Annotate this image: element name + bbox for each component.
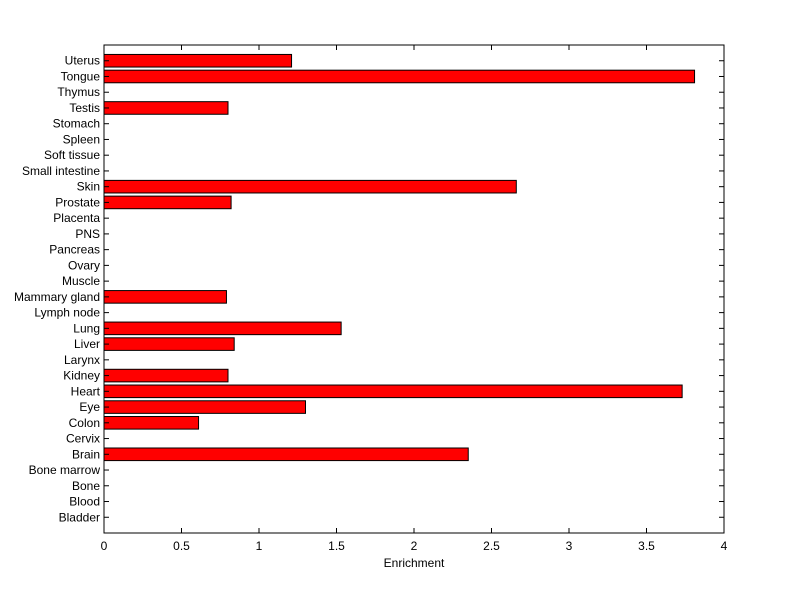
bar-brain: [103, 447, 469, 462]
category-label: Placenta: [53, 211, 100, 225]
category-label: Brain: [72, 447, 100, 461]
category-label: Soft tissue: [44, 148, 100, 162]
category-label: Heart: [71, 384, 101, 398]
category-label: Colon: [69, 416, 100, 430]
category-label: Skin: [77, 180, 100, 194]
category-label: Bone marrow: [29, 463, 101, 477]
category-label: Kidney: [63, 369, 100, 383]
x-tick-label: 0.5: [173, 539, 190, 553]
bar-prostate: [103, 195, 232, 210]
bar-tongue: [103, 69, 696, 84]
category-label: PNS: [75, 227, 100, 241]
bar-mammary-gland: [103, 290, 227, 304]
category-label: Tongue: [61, 69, 101, 83]
category-label: Stomach: [53, 117, 100, 131]
x-tick-label: 2: [411, 539, 418, 553]
bar-heart: [103, 384, 683, 399]
x-tick-labels: 0 0.5 1 1.5 2 2.5 3 3.5 4: [101, 539, 728, 553]
bar-eye: [103, 400, 306, 414]
x-axis-label: Enrichment: [384, 556, 445, 570]
category-label: Pancreas: [49, 243, 100, 257]
x-tick-label: 4: [721, 539, 728, 553]
x-tick-label: 0: [101, 539, 108, 553]
category-label: Larynx: [64, 353, 100, 367]
bar-kidney: [103, 368, 229, 383]
x-tick-label: 3: [566, 539, 573, 553]
category-label: Spleen: [63, 132, 100, 146]
bar-skin: [103, 179, 517, 194]
category-label: Thymus: [57, 85, 100, 99]
category-label: Uterus: [65, 54, 100, 68]
category-label: Muscle: [62, 274, 100, 288]
x-tick-label: 1: [256, 539, 263, 553]
category-label: Mammary gland: [14, 290, 100, 304]
bar-lung: [103, 321, 342, 336]
category-label: Liver: [74, 337, 100, 351]
category-label: Small intestine: [22, 164, 100, 178]
category-label: Bone: [72, 479, 100, 493]
category-label: Prostate: [55, 195, 100, 209]
bar-testis: [103, 101, 229, 115]
category-label: Testis: [69, 101, 100, 115]
bar-colon: [103, 416, 200, 430]
x-tick-label: 1.5: [328, 539, 345, 553]
plot-frame: [103, 44, 725, 534]
category-label: Cervix: [66, 432, 100, 446]
category-label: Bladder: [59, 510, 100, 524]
category-label: Blood: [69, 495, 100, 509]
bar-uterus: [103, 53, 293, 68]
category-label: Ovary: [68, 258, 100, 272]
bar-liver: [103, 337, 235, 351]
category-label: Eye: [79, 400, 100, 414]
x-tick-label: 3.5: [638, 539, 655, 553]
category-label: Lung: [73, 321, 100, 335]
x-tick-label: 2.5: [483, 539, 500, 553]
category-label: Lymph node: [34, 306, 100, 320]
